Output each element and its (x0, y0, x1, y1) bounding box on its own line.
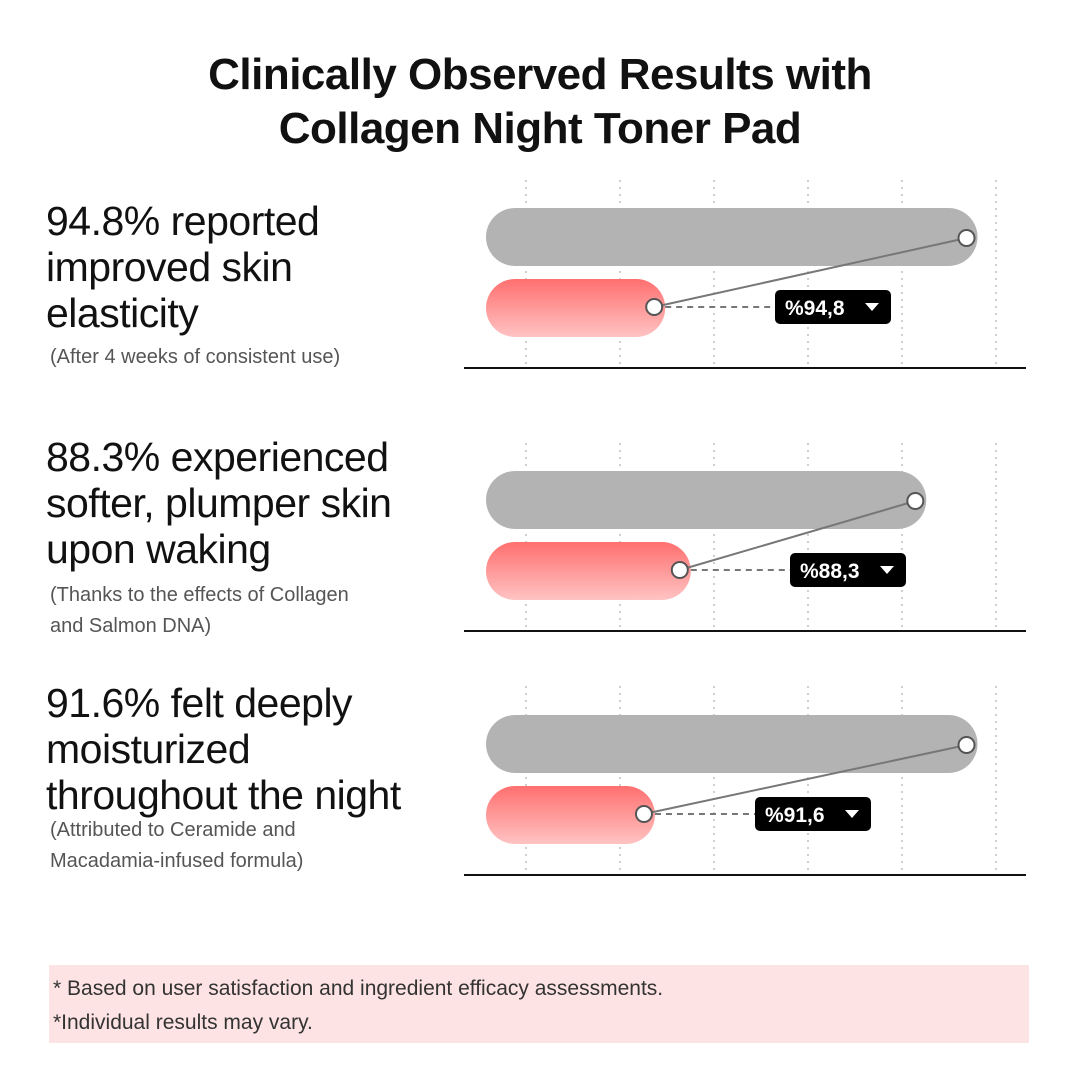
note-line: (Thanks to the effects of Collagen (50, 584, 349, 606)
note-line: (After 4 weeks of consistent use) (50, 346, 341, 368)
data-label-pill (755, 797, 871, 831)
data-label-pill (775, 290, 891, 324)
marker-bottom (670, 561, 689, 579)
bar-before (486, 208, 978, 266)
bar-after (486, 786, 655, 844)
caret-down-icon (845, 810, 859, 818)
headline-line: 94.8% reported (46, 198, 320, 244)
title-line-2: Collagen Night Toner Pad (278, 104, 802, 153)
stat-headline-1: 94.8% reported improved skin elasticity (46, 198, 466, 336)
footnote-2: *Individual results may vary. (53, 1011, 313, 1034)
headline-line: elasticity (46, 290, 199, 336)
caret-down-icon (880, 566, 894, 574)
caret-down-icon (865, 303, 879, 311)
marker-bottom (634, 805, 653, 823)
headline-line: 88.3% experienced (46, 434, 389, 480)
marker-top (957, 736, 976, 754)
data-label: %94,8 (785, 297, 845, 320)
note-line: (Attributed to Ceramide and (50, 819, 296, 841)
note-line: Macadamia-infused formula) (50, 850, 304, 872)
connector-line (679, 500, 916, 571)
stat-note-3: (Attributed to Ceramide and Macadamia-in… (50, 815, 430, 877)
bar-before (486, 715, 978, 773)
connector-line (653, 237, 967, 308)
footnote-box (49, 965, 1029, 1043)
marker-top (906, 492, 925, 510)
note-line: and Salmon DNA) (50, 615, 212, 637)
data-label-pill (790, 553, 906, 587)
headline-line: moisturized (46, 726, 251, 772)
headline-line: throughout the night (46, 772, 401, 818)
stat-headline-3: 91.6% felt deeply moisturized throughout… (46, 680, 466, 818)
stat-note-2: (Thanks to the effects of Collagen and S… (50, 580, 430, 642)
headline-line: improved skin (46, 244, 293, 290)
footnote-1: * Based on user satisfaction and ingredi… (53, 977, 664, 1000)
connector-line (643, 744, 967, 815)
marker-top (957, 229, 976, 247)
title-line-1: Clinically Observed Results with (208, 50, 872, 99)
data-label: %88,3 (800, 560, 860, 583)
page-title: Clinically Observed Results with Collage… (0, 48, 1080, 156)
headline-line: upon waking (46, 526, 271, 572)
headline-line: softer, plumper skin (46, 480, 392, 526)
stat-note-1: (After 4 weeks of consistent use) (50, 342, 430, 373)
bar-after (486, 279, 666, 337)
marker-bottom (645, 298, 664, 316)
bar-after (486, 542, 691, 600)
data-label: %91,6 (765, 804, 825, 827)
headline-line: 91.6% felt deeply (46, 680, 353, 726)
stat-headline-2: 88.3% experienced softer, plumper skin u… (46, 434, 466, 572)
bar-before (486, 471, 927, 529)
